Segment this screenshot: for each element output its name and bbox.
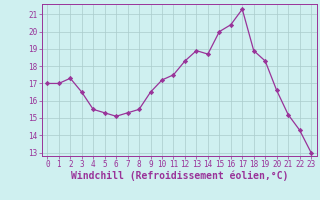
- X-axis label: Windchill (Refroidissement éolien,°C): Windchill (Refroidissement éolien,°C): [70, 171, 288, 181]
